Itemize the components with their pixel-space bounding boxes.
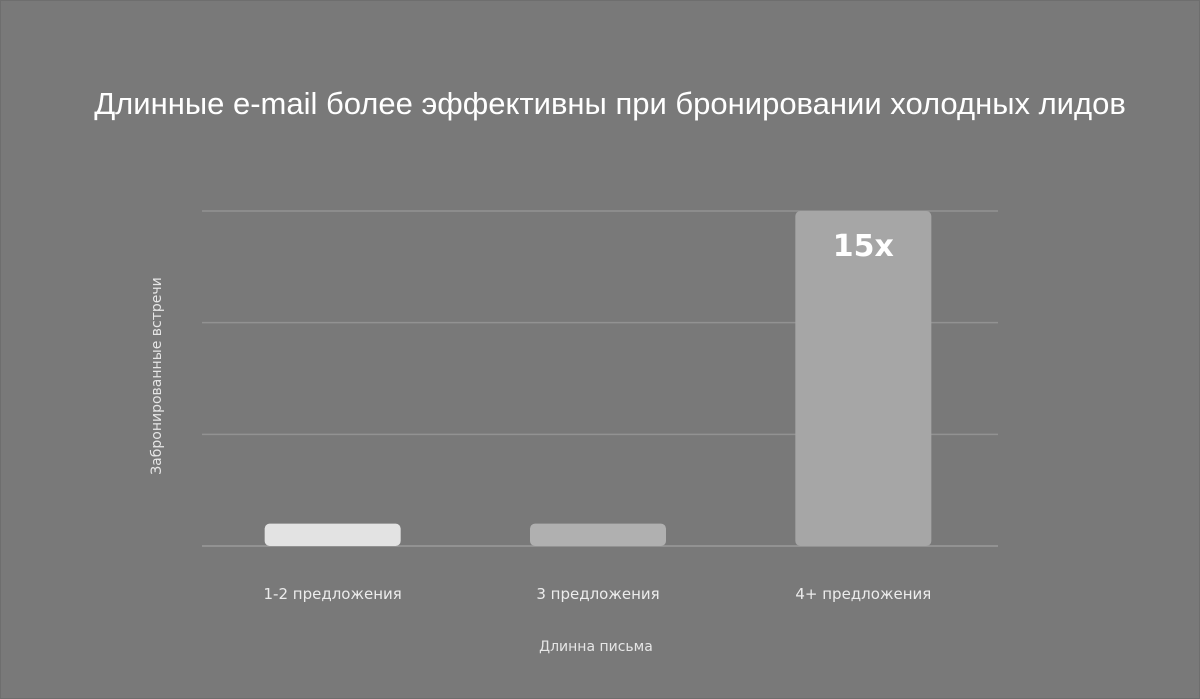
data-label: 15x <box>833 229 894 264</box>
data-labels: 15x <box>833 229 894 264</box>
x-axis-label: Длинна письма <box>539 639 653 655</box>
bar-2 <box>530 523 666 546</box>
bars <box>264 211 932 546</box>
x-tick-labels: 1-2 предложения 3 предложения 4+ предложен… <box>264 585 932 603</box>
x-tick-label: 1-2 предложения <box>264 585 402 603</box>
chart-title: Длинные e-mail более эффективны при брон… <box>94 86 1126 121</box>
bar-1 <box>264 523 401 546</box>
bar-3 <box>795 211 932 546</box>
x-tick-label: 4+ предложения <box>795 585 931 603</box>
x-tick-label: 3 предложения <box>536 585 659 603</box>
